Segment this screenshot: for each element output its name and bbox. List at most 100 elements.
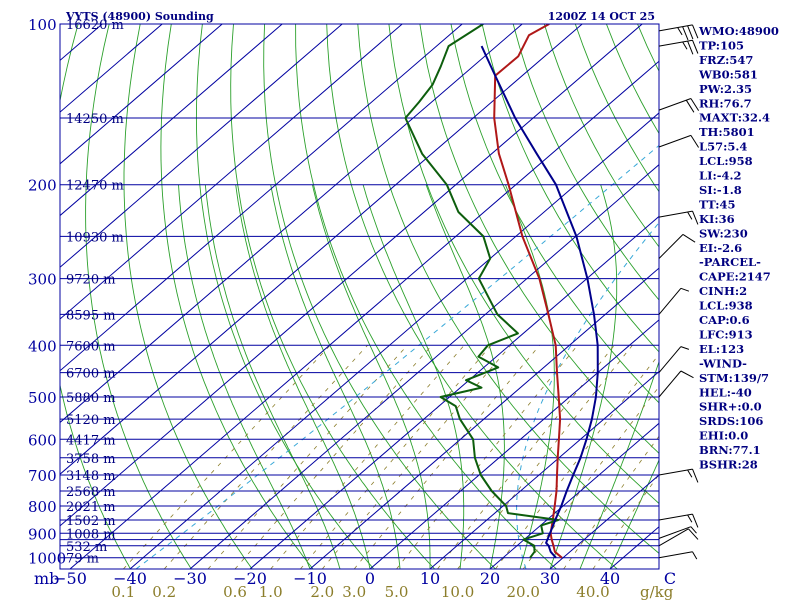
mixing-ratio-line (163, 345, 368, 569)
stability-index: KI:36 (699, 212, 735, 226)
stability-index: WB0:581 (698, 67, 758, 81)
height-label: 5880 m (66, 391, 116, 406)
pressure-tick-label: 100 (28, 16, 57, 34)
dry-adiabat (512, 24, 659, 301)
wind-barb-flag (682, 41, 688, 50)
wind-barb (658, 370, 694, 398)
isotherm (129, 112, 659, 569)
temperature-tick-label: −30 (173, 569, 207, 588)
isotherm (249, 215, 659, 569)
pressure-tick-label: 300 (28, 271, 57, 289)
stability-index: LCL:938 (699, 299, 753, 313)
wind-barb-flag (685, 99, 695, 113)
isotherm (189, 164, 659, 569)
wind-barb-flag (692, 210, 699, 225)
dry-adiabat (295, 24, 557, 569)
height-label: 4417 m (66, 433, 116, 448)
wind-barb (658, 287, 690, 315)
moist-adiabat (579, 360, 659, 569)
mixing-ratio-line (270, 345, 465, 569)
parcel-trace (480, 45, 599, 559)
mixing-ratio-label: 0.1 (111, 583, 135, 600)
pressure-unit-label: mb (34, 569, 59, 588)
wind-barb-staff (658, 468, 693, 476)
wind-barb (658, 346, 690, 373)
mixing-ratio-line (437, 345, 615, 569)
mixing-ratio-line (321, 345, 512, 569)
wind-barb-flag (680, 370, 694, 379)
stability-index: CINH:2 (699, 284, 747, 298)
wind-barb-flag (687, 469, 693, 478)
stability-index: EI:-2.6 (699, 241, 742, 255)
isotherm (549, 474, 659, 569)
wind-barb (658, 528, 699, 547)
wind-barbs (658, 24, 700, 560)
stability-index: SW:230 (699, 226, 748, 240)
mixing-ratio-line (592, 473, 659, 569)
pressure-tick-label: 1000 (28, 550, 66, 568)
height-label: 1502 m (66, 514, 116, 529)
temperature-tick-label: 0 (365, 569, 375, 588)
stability-index: EL:123 (699, 342, 744, 356)
stability-index: LFC:913 (699, 327, 753, 341)
dry-adiabat (481, 24, 659, 353)
wind-barb-staff (658, 370, 682, 398)
isotherm (60, 24, 283, 217)
stability-index: PW:2.35 (699, 82, 752, 96)
wind-barb-staff (658, 39, 693, 47)
wind-barb-flag (682, 26, 689, 41)
isotherm (69, 60, 659, 569)
isotherm (369, 319, 659, 569)
wind-barb-flag (690, 135, 700, 148)
dry-adiabat (263, 24, 496, 569)
pressure-tick-label: 600 (28, 431, 57, 449)
mixing-ratio-label: 2.0 (310, 583, 334, 600)
mixing-ratio-line (300, 345, 492, 569)
isotherm (60, 24, 583, 475)
temperature-tick-label: 10 (420, 569, 440, 588)
moist-adiabat (178, 184, 311, 569)
height-label: 9720 m (66, 273, 116, 288)
valid-time: 1200Z 14 OCT 25 (548, 10, 655, 23)
background-lines (60, 24, 659, 569)
plot-frame (59, 23, 660, 570)
moist-adiabat (235, 184, 371, 569)
pressure-tick-label: 200 (28, 177, 57, 195)
stability-index: -PARCEL- (699, 255, 761, 269)
wind-barb-staff (658, 551, 693, 559)
isotherm (309, 267, 659, 569)
wind-barb-staff (658, 210, 693, 218)
height-label: 2021 m (66, 500, 116, 515)
height-label: 3148 m (66, 469, 116, 484)
height-label: 12470 m (66, 179, 124, 194)
wind-barb-flag (690, 526, 697, 534)
stability-indices: WMO:48900TP:105FRZ:547WB0:581PW:2.35RH:7… (698, 24, 779, 472)
dry-adiabat (388, 24, 659, 505)
stability-index: HEL:-40 (699, 385, 752, 399)
pressure-tick-label: 700 (28, 467, 57, 485)
isotherm (60, 24, 403, 320)
isotherm (60, 24, 643, 527)
stability-index: STM:139/7 (699, 371, 769, 385)
wind-barb-flag (687, 211, 693, 220)
isotherm (429, 370, 659, 569)
height-label: 5120 m (66, 413, 116, 428)
mixing-ratio-line (396, 345, 578, 569)
stability-index: L57:5.4 (699, 140, 747, 154)
isotherm (489, 422, 659, 569)
height-label: 79 m (66, 552, 99, 567)
mixing-ratio-label: 20.0 (506, 583, 539, 600)
wind-barb-flag (687, 40, 694, 55)
wind-barb-staff (658, 526, 692, 539)
wind-barb-staff (658, 513, 693, 521)
stability-index: FRZ:547 (699, 53, 753, 67)
wind-barb-flag (692, 551, 698, 560)
mixing-ratio-line (234, 345, 433, 569)
wind-barb-flag (692, 24, 699, 39)
stability-index: CAPE:2147 (699, 270, 771, 284)
moist-adiabat (270, 184, 401, 569)
dry-adiabat (160, 24, 314, 569)
dry-adiabat (230, 24, 436, 569)
